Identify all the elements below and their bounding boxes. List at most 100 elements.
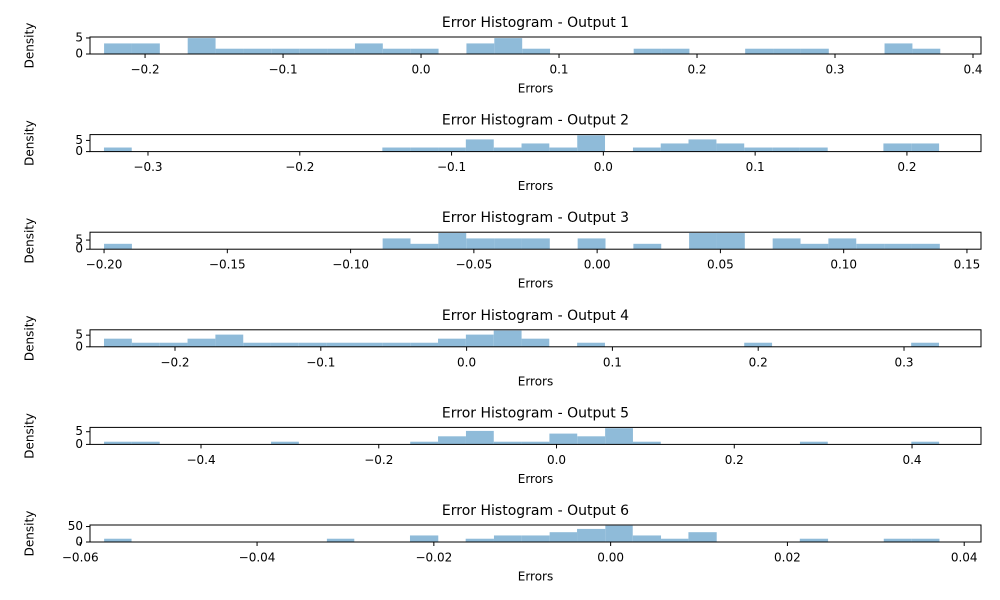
x-axis-label: Errors — [518, 179, 554, 193]
x-tick-label: 0.2 — [749, 355, 768, 369]
histogram-bar — [493, 147, 522, 152]
x-axis-label: Errors — [518, 472, 554, 486]
x-tick-label: 0.15 — [954, 258, 981, 272]
histogram-bar — [688, 139, 717, 152]
histogram-bar — [660, 143, 689, 152]
histogram-bar — [465, 139, 494, 152]
y-axis-label: Density — [23, 120, 37, 166]
histogram-bar — [104, 538, 132, 542]
histogram-bar — [243, 342, 271, 347]
histogram-bar — [772, 238, 801, 250]
histogram-bar — [382, 147, 411, 152]
histogram-bar — [772, 147, 800, 152]
histogram-bar — [270, 342, 299, 347]
histogram-bar — [799, 441, 828, 445]
y-tick-label: 0 — [75, 339, 83, 353]
y-axis-label: Density — [23, 23, 37, 69]
x-tick-label: 0.2 — [897, 160, 916, 174]
histogram-bar — [326, 538, 355, 542]
x-tick-label: −0.04 — [239, 551, 276, 565]
x-tick-label: −0.3 — [133, 160, 162, 174]
x-tick-label: 0.04 — [951, 551, 978, 565]
x-tick-label: 0.0 — [457, 355, 476, 369]
histogram-bar — [633, 48, 662, 54]
histogram-bar — [549, 433, 578, 445]
histogram-bar — [661, 48, 690, 54]
histogram-bar — [577, 135, 606, 152]
histogram-bar — [577, 436, 606, 445]
histogram-bar — [409, 535, 439, 542]
histogram-bar — [521, 238, 550, 250]
x-axis-label: Errors — [518, 277, 554, 291]
x-tick-label: 0.00 — [584, 258, 611, 272]
histogram-bar — [493, 330, 522, 347]
y-axis-label: Density — [23, 413, 37, 459]
histogram-bar — [438, 338, 466, 347]
histogram-bar — [521, 143, 550, 152]
x-tick-label: −0.20 — [86, 258, 123, 272]
x-tick-label: 0.0 — [411, 63, 430, 77]
histogram-bar — [438, 233, 467, 250]
histogram-bar — [243, 48, 272, 54]
x-tick-label: 0.10 — [830, 258, 857, 272]
histogram-bar — [744, 147, 773, 152]
histogram-bar — [577, 528, 606, 542]
x-tick-label: −0.02 — [415, 551, 452, 565]
x-tick-label: −0.15 — [209, 258, 246, 272]
x-tick-label: 0.1 — [603, 355, 622, 369]
x-tick-label: 0.05 — [707, 258, 734, 272]
histogram-bar — [465, 430, 494, 445]
subplot-title: Error Histogram - Output 5 — [442, 405, 629, 421]
histogram-bar — [382, 238, 411, 250]
histogram-bar — [382, 48, 411, 54]
histogram-bar — [911, 538, 940, 542]
axes-frame — [89, 36, 982, 55]
histogram-bar — [465, 334, 494, 347]
y-tick-label: 5 — [75, 424, 83, 438]
histogram-bar — [716, 143, 745, 152]
x-tick-label: −0.10 — [332, 258, 369, 272]
histogram-bar — [327, 48, 355, 54]
x-tick-label: 0.2 — [725, 453, 744, 467]
y-tick-label: 5 — [75, 233, 83, 247]
histogram-bar — [632, 535, 662, 542]
histogram-bar — [577, 342, 605, 347]
histogram-bar — [800, 48, 829, 54]
histogram-bar — [884, 243, 912, 250]
y-tick-label: 0 — [75, 535, 83, 549]
x-tick-label: 0.4 — [902, 453, 921, 467]
histogram-bar — [131, 441, 160, 445]
histogram-bar — [298, 342, 327, 347]
histogram-bar — [522, 48, 551, 54]
histogram-bar — [382, 342, 411, 347]
x-tick-label: 0.3 — [825, 63, 844, 77]
histogram-bar — [494, 38, 523, 54]
histogram-bar — [354, 43, 383, 54]
histogram-bar — [605, 525, 633, 542]
histogram-bar — [577, 238, 606, 250]
x-tick-label: −0.4 — [186, 453, 215, 467]
histogram-bar — [215, 48, 244, 54]
histogram-bar — [883, 538, 912, 542]
y-tick-label: 0 — [75, 437, 83, 451]
histogram-bar — [745, 48, 774, 54]
histogram-bar — [911, 143, 940, 152]
histogram-bar — [521, 338, 550, 347]
subplot-title: Error Histogram - Output 2 — [442, 113, 629, 129]
histogram-bar — [800, 243, 829, 250]
x-tick-label: 0.0 — [594, 160, 613, 174]
histogram-bar — [884, 43, 913, 54]
histogram-bar — [187, 38, 216, 54]
histogram-bar — [131, 342, 160, 347]
x-tick-label: −0.1 — [437, 160, 466, 174]
histogram-bar — [912, 48, 941, 54]
histogram-bar — [438, 436, 466, 445]
histogram-bar — [438, 147, 466, 152]
x-tick-label: −0.1 — [306, 355, 335, 369]
y-tick-label: 5 — [75, 133, 83, 147]
histogram-bar — [828, 238, 857, 250]
histogram-bar — [549, 147, 578, 152]
histogram-bar — [549, 532, 578, 542]
x-tick-label: −0.2 — [364, 453, 393, 467]
histogram-bar — [104, 441, 132, 445]
